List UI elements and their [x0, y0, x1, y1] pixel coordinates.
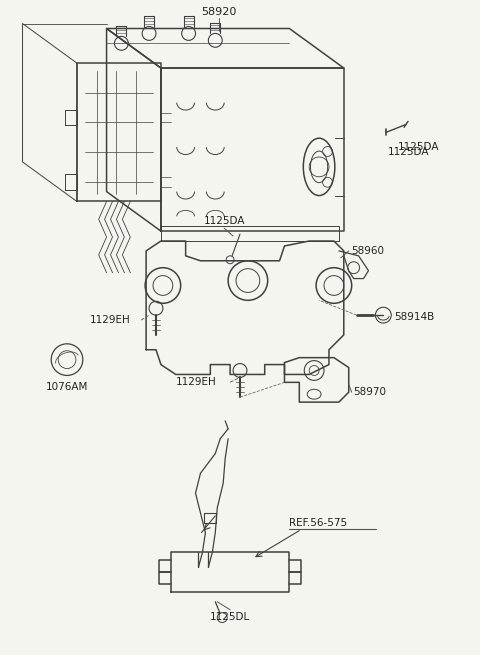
Text: 1125DL: 1125DL	[210, 612, 250, 622]
Text: 1076AM: 1076AM	[46, 383, 88, 392]
Text: 58920: 58920	[202, 7, 237, 16]
Text: 1125DA: 1125DA	[204, 216, 245, 226]
Text: 1129EH: 1129EH	[176, 377, 216, 387]
Text: 58970: 58970	[354, 387, 387, 397]
Text: 58914B: 58914B	[394, 312, 434, 322]
Text: REF.56-575: REF.56-575	[289, 517, 348, 528]
Text: 1125DA: 1125DA	[398, 142, 440, 152]
Text: 1129EH: 1129EH	[90, 315, 131, 325]
Text: 1125DA: 1125DA	[388, 147, 430, 157]
Text: 58960: 58960	[351, 246, 384, 256]
